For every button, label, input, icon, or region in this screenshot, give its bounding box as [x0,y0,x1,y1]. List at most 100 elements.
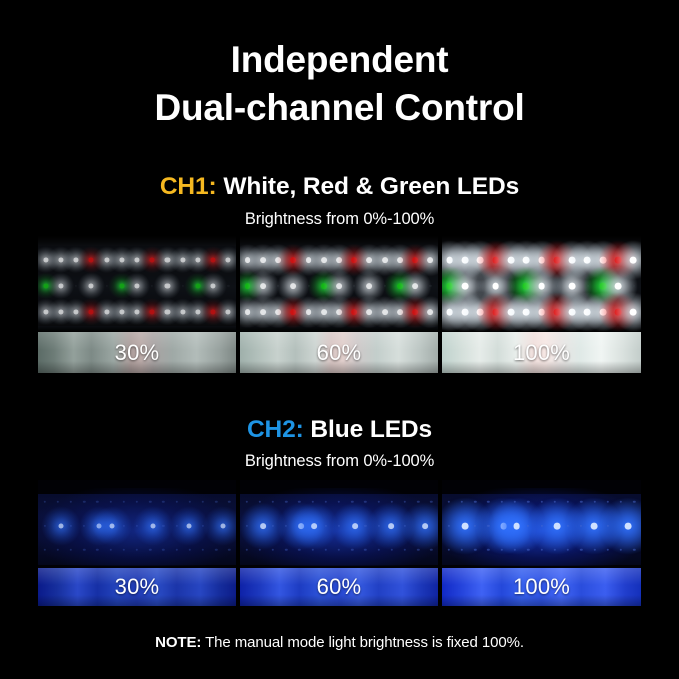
led [416,500,420,504]
led [175,524,178,528]
led [381,309,388,315]
note-text: The manual mode light brightness is fixe… [201,634,524,651]
led [377,548,380,552]
led [500,548,503,552]
led [403,548,407,552]
led [275,257,281,263]
led [599,282,607,290]
led [353,284,356,288]
led [350,500,354,504]
led [473,500,477,504]
ch1-panel-30: 30% [38,236,236,373]
led [122,500,125,504]
led [275,309,281,315]
led [285,524,288,528]
led [135,500,139,504]
led [271,524,275,528]
led [566,500,570,504]
led [148,548,152,552]
ch1-fixture-100 [442,236,641,332]
ch1-percent-label-100: 100% [512,339,571,365]
led [245,500,248,504]
led [377,500,380,504]
led [324,524,327,528]
led [245,524,248,528]
led [162,500,165,504]
led [244,283,251,289]
led [390,548,393,552]
led [522,308,530,316]
ch1-reflection-band-60: 60% [240,332,438,373]
led [284,548,288,552]
led [430,500,433,504]
led [210,257,216,263]
fixture-body [240,494,438,565]
led [307,284,310,288]
led [43,257,49,263]
led [96,523,102,529]
led [538,256,545,264]
led [210,309,216,315]
led [259,283,266,289]
led [180,309,186,315]
led [103,257,110,263]
led [88,257,94,263]
ch2-fixture-30 [38,480,236,568]
led [619,548,623,552]
led [73,309,79,315]
led [186,523,192,529]
led [461,256,469,264]
led [540,548,543,552]
led [69,524,73,528]
led [337,524,341,528]
led [149,309,155,315]
led [227,284,230,288]
led [599,256,607,264]
led [364,500,367,504]
led [614,308,622,316]
led [164,257,171,263]
led [364,524,367,528]
led [214,548,218,552]
led [461,522,469,530]
led [487,500,490,504]
led [103,309,110,315]
ch1-reflection-band-30: 30% [38,332,236,373]
led [397,283,403,289]
note-label: NOTE: [155,634,202,651]
led [527,500,530,504]
ch1-tag: CH1: [159,173,217,200]
led [188,548,191,552]
led [580,524,583,528]
ch2-tag: CH2: [246,416,304,443]
led [629,308,637,316]
led [447,500,450,504]
led [311,548,314,552]
led [614,282,622,290]
led [74,284,78,288]
led [43,500,46,504]
led [305,309,312,315]
fixture-body [38,494,236,565]
led [210,283,216,289]
ch2-percent-label-100: 100% [512,574,571,599]
led [258,548,261,552]
led [388,523,395,529]
led [474,524,477,528]
led [390,500,393,504]
led [522,282,530,290]
ch1-percent-label-30: 30% [114,339,160,365]
ch2-reflection-band-60: 60% [240,568,438,606]
led [134,283,140,289]
led [553,500,556,504]
page-title: Independent Dual-channel Control [0,36,679,132]
ch2-fixture-100 [442,480,641,568]
ch2-reflection-band-100: 100% [442,568,641,606]
led [461,282,469,290]
ch1-subtitle: Brightness from 0%-100% [244,210,435,228]
ch1-fixture-60 [240,236,438,332]
led [460,500,464,504]
led [590,522,598,530]
led [446,282,454,290]
led [122,524,125,528]
